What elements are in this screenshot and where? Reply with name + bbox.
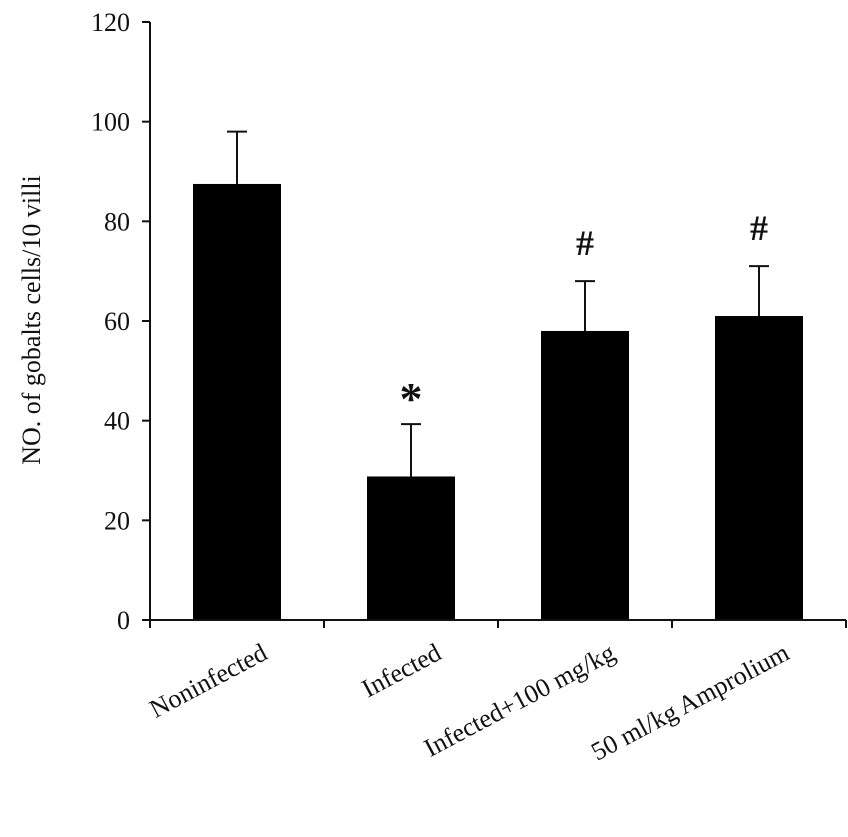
bar: [715, 316, 803, 620]
bar: [367, 476, 455, 620]
bar: [541, 330, 629, 620]
y-tick-label: 40: [104, 407, 130, 436]
y-axis-ticks: 0 20 40 60 80 100 120: [91, 8, 150, 635]
y-tick-label: 80: [104, 207, 130, 236]
bar: [193, 183, 281, 621]
y-tick-label: 100: [91, 108, 130, 137]
y-tick-label: 120: [91, 8, 130, 37]
y-tick-label: 60: [104, 307, 130, 336]
bars-group: [193, 183, 803, 621]
category-label: Noninfected: [145, 638, 272, 724]
x-axis-ticks: [149, 620, 847, 628]
significance-label: #: [576, 223, 594, 263]
category-label: Infected: [357, 638, 446, 704]
y-tick-label: 0: [117, 606, 130, 635]
significance-labels-group: * # #: [400, 208, 769, 424]
y-tick-label: 20: [104, 506, 130, 535]
category-label: 50 ml/kg Amprolium: [586, 638, 793, 767]
y-axis-title: NO. of gobalts cells/10 villi: [17, 175, 46, 465]
error-bars-group: [227, 130, 769, 477]
significance-label: *: [400, 373, 423, 424]
significance-label: #: [750, 208, 768, 248]
